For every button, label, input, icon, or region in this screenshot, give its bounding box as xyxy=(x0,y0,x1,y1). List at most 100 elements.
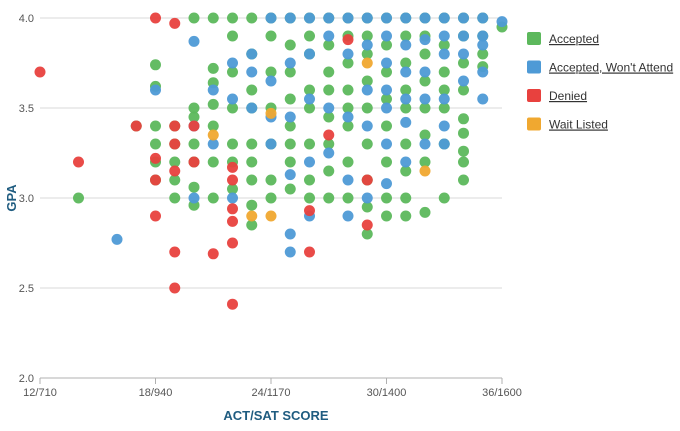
data-point[interactable] xyxy=(342,48,354,60)
data-point[interactable] xyxy=(323,30,335,42)
data-point[interactable] xyxy=(207,62,219,74)
data-point[interactable] xyxy=(169,246,181,258)
data-point[interactable] xyxy=(361,30,373,42)
data-point[interactable] xyxy=(304,102,315,114)
data-point[interactable] xyxy=(323,111,335,123)
data-point[interactable] xyxy=(150,12,161,24)
data-point[interactable] xyxy=(361,174,373,186)
data-point[interactable] xyxy=(284,93,296,105)
data-point[interactable] xyxy=(227,93,238,105)
data-point[interactable] xyxy=(304,205,315,217)
data-point[interactable] xyxy=(169,17,181,29)
data-point[interactable] xyxy=(188,156,200,168)
data-point[interactable] xyxy=(207,192,219,204)
data-point[interactable] xyxy=(284,169,296,181)
data-point[interactable] xyxy=(169,282,181,294)
data-point[interactable] xyxy=(323,192,335,204)
data-point[interactable] xyxy=(265,192,277,204)
data-point[interactable] xyxy=(361,12,373,24)
data-point[interactable] xyxy=(419,66,431,78)
data-point[interactable] xyxy=(342,57,354,69)
data-point[interactable] xyxy=(458,127,469,139)
data-point[interactable] xyxy=(304,30,315,42)
data-point[interactable] xyxy=(458,145,469,157)
data-point[interactable] xyxy=(169,156,181,168)
data-point[interactable] xyxy=(207,156,219,168)
data-point[interactable] xyxy=(438,93,450,105)
data-point[interactable] xyxy=(188,102,200,114)
data-point[interactable] xyxy=(458,113,469,125)
data-point[interactable] xyxy=(361,120,373,132)
legend-item[interactable]: Accepted xyxy=(527,32,599,46)
data-point[interactable] xyxy=(400,39,412,51)
data-point[interactable] xyxy=(150,120,161,132)
data-point[interactable] xyxy=(361,192,373,204)
data-point[interactable] xyxy=(265,210,277,222)
data-point[interactable] xyxy=(438,30,450,42)
data-point[interactable] xyxy=(169,192,181,204)
data-point[interactable] xyxy=(361,219,373,231)
data-point[interactable] xyxy=(34,66,46,78)
data-point[interactable] xyxy=(304,84,315,96)
data-point[interactable] xyxy=(400,12,412,24)
data-point[interactable] xyxy=(265,12,277,24)
data-point[interactable] xyxy=(361,102,373,114)
data-point[interactable] xyxy=(438,12,450,24)
data-point[interactable] xyxy=(207,129,219,141)
data-point[interactable] xyxy=(207,12,219,24)
data-point[interactable] xyxy=(188,192,200,204)
data-point[interactable] xyxy=(342,210,354,222)
data-point[interactable] xyxy=(458,174,469,186)
data-point[interactable] xyxy=(419,48,431,60)
data-point[interactable] xyxy=(400,156,412,168)
data-point[interactable] xyxy=(227,192,238,204)
data-point[interactable] xyxy=(130,120,142,132)
legend-item[interactable]: Denied xyxy=(527,89,587,103)
data-point[interactable] xyxy=(265,66,277,78)
data-point[interactable] xyxy=(477,93,489,105)
data-point[interactable] xyxy=(477,12,489,24)
data-point[interactable] xyxy=(284,156,296,168)
data-point[interactable] xyxy=(400,66,412,78)
data-point[interactable] xyxy=(304,12,315,24)
data-point[interactable] xyxy=(150,84,161,96)
data-point[interactable] xyxy=(150,152,161,164)
data-point[interactable] xyxy=(246,12,258,24)
data-point[interactable] xyxy=(381,120,392,132)
data-point[interactable] xyxy=(227,298,238,310)
data-point[interactable] xyxy=(246,48,258,60)
data-point[interactable] xyxy=(188,35,200,47)
data-point[interactable] xyxy=(207,120,219,132)
data-point[interactable] xyxy=(419,165,431,177)
data-point[interactable] xyxy=(381,39,392,51)
data-point[interactable] xyxy=(188,181,200,193)
data-point[interactable] xyxy=(361,75,373,87)
data-point[interactable] xyxy=(496,16,508,28)
data-point[interactable] xyxy=(150,138,161,150)
data-point[interactable] xyxy=(150,59,161,71)
data-point[interactable] xyxy=(342,192,354,204)
data-point[interactable] xyxy=(73,156,84,168)
data-point[interactable] xyxy=(400,210,412,222)
data-point[interactable] xyxy=(304,174,315,186)
data-point[interactable] xyxy=(304,93,315,105)
data-point[interactable] xyxy=(323,84,335,96)
data-point[interactable] xyxy=(284,120,296,132)
data-point[interactable] xyxy=(342,156,354,168)
data-point[interactable] xyxy=(207,98,219,110)
data-point[interactable] xyxy=(381,210,392,222)
legend-item[interactable]: Wait Listed xyxy=(527,117,608,132)
data-point[interactable] xyxy=(284,12,296,24)
data-point[interactable] xyxy=(323,147,335,159)
data-point[interactable] xyxy=(284,57,296,69)
data-point[interactable] xyxy=(458,12,469,24)
data-point[interactable] xyxy=(477,39,489,51)
data-point[interactable] xyxy=(169,138,181,150)
data-point[interactable] xyxy=(419,129,431,141)
data-point[interactable] xyxy=(381,93,392,105)
data-point[interactable] xyxy=(304,156,315,168)
data-point[interactable] xyxy=(284,246,296,258)
data-point[interactable] xyxy=(169,120,181,132)
data-point[interactable] xyxy=(227,215,238,227)
data-point[interactable] xyxy=(227,161,238,173)
